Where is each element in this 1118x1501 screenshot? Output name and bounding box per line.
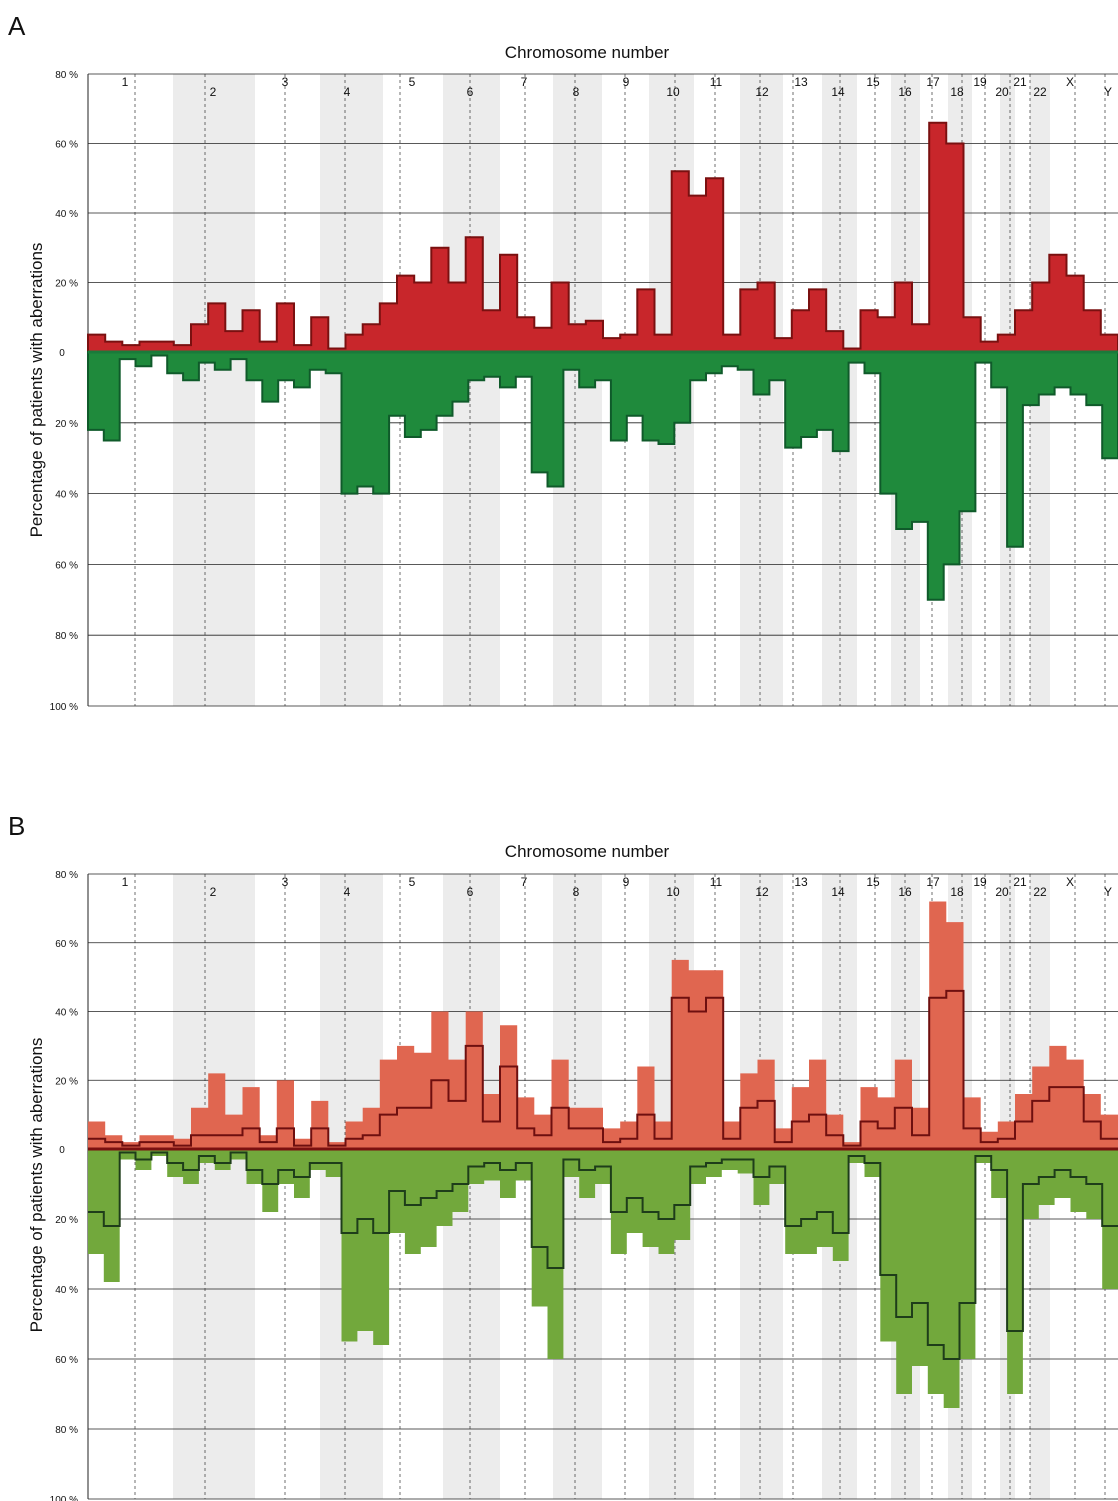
chromosome-label: 14 xyxy=(831,885,845,899)
chromosome-label: 6 xyxy=(467,85,474,99)
y-tick-label: 0 xyxy=(59,348,65,359)
chromosome-label: 8 xyxy=(573,85,580,99)
chromosome-label: 17 xyxy=(926,875,940,889)
chromosome-label: 15 xyxy=(866,875,880,889)
gain-area xyxy=(88,901,1118,1149)
chromosome-label: 16 xyxy=(898,885,912,899)
y-tick-label: 20 % xyxy=(55,419,78,430)
y-tick-label: 60 % xyxy=(55,939,78,950)
chromosome-label: 17 xyxy=(926,75,940,89)
chromosome-label: 21 xyxy=(1013,875,1027,889)
y-tick-label: 40 % xyxy=(55,209,78,220)
chromosome-label: 13 xyxy=(794,875,808,889)
chromosome-label: Y xyxy=(1104,85,1112,99)
chromosome-label: 9 xyxy=(623,875,630,889)
y-tick-label: 20 % xyxy=(55,1215,78,1226)
chromosome-label: 8 xyxy=(573,885,580,899)
chromosome-band xyxy=(173,874,255,1499)
chromosome-label: 15 xyxy=(866,75,880,89)
y-tick-label: 60 % xyxy=(55,1355,78,1366)
chromosome-label: X xyxy=(1066,875,1074,889)
y-tick-label: 80 % xyxy=(55,70,78,81)
chromosome-label: X xyxy=(1066,75,1074,89)
chromosome-label: 16 xyxy=(898,85,912,99)
loss-area xyxy=(88,1149,1118,1408)
chromosome-label: 3 xyxy=(282,75,289,89)
chromosome-label: 19 xyxy=(973,75,987,89)
y-tick-label: 60 % xyxy=(55,140,78,151)
chromosome-label: 20 xyxy=(995,85,1009,99)
y-tick-label: 100 % xyxy=(50,702,78,713)
chromosome-label: 18 xyxy=(950,885,964,899)
chromosome-label: Y xyxy=(1104,885,1112,899)
y-tick-label: 100 % xyxy=(50,1495,78,1501)
chart-title: Chromosome number xyxy=(505,43,670,62)
chromosome-label: 2 xyxy=(210,85,217,99)
panel-letter: A xyxy=(8,11,26,41)
chromosome-label: 7 xyxy=(521,75,528,89)
y-tick-label: 20 % xyxy=(55,1076,78,1087)
chromosome-label: 21 xyxy=(1013,75,1027,89)
y-tick-label: 80 % xyxy=(55,870,78,881)
chromosome-label: 12 xyxy=(755,885,769,899)
chromosome-label: 9 xyxy=(623,75,630,89)
chromosome-label: 5 xyxy=(409,875,416,889)
y-axis-label: Percentage of patients with aberrations xyxy=(27,1038,46,1333)
gain-line xyxy=(88,989,1118,1147)
y-tick-label: 60 % xyxy=(55,560,78,571)
chromosome-label: 10 xyxy=(666,85,680,99)
chromosome-label: 3 xyxy=(282,875,289,889)
y-tick-label: 0 xyxy=(59,1145,65,1156)
chromosome-label: 20 xyxy=(995,885,1009,899)
y-axis-label: Percentage of patients with aberrations xyxy=(27,243,46,538)
y-tick-label: 80 % xyxy=(55,631,78,642)
y-tick-label: 40 % xyxy=(55,1008,78,1019)
chromosome-label: 11 xyxy=(710,875,723,889)
chromosome-label: 4 xyxy=(344,885,351,899)
chromosome-label: 10 xyxy=(666,885,680,899)
chart-panel-a: A Chromosome number Percentage of patients… xyxy=(8,11,1118,713)
chart-panel-b: B Chromosome number Percentage of patients… xyxy=(8,811,1118,1501)
chromosome-label: 5 xyxy=(409,75,416,89)
gain-area xyxy=(87,121,1118,353)
chromosome-label: 2 xyxy=(210,885,217,899)
chromosome-label: 6 xyxy=(467,885,474,899)
chromosome-label: 22 xyxy=(1033,85,1047,99)
y-tick-label: 20 % xyxy=(55,279,78,290)
y-tick-label: 80 % xyxy=(55,1425,78,1436)
chromosome-label: 19 xyxy=(973,875,987,889)
chromosome-label: 12 xyxy=(755,85,769,99)
loss-line xyxy=(88,1151,1118,1360)
chart-title: Chromosome number xyxy=(505,842,670,861)
chromosome-label: 1 xyxy=(122,875,129,889)
chromosome-label: 13 xyxy=(794,75,808,89)
panel-letter: B xyxy=(8,811,25,841)
chromosome-label: 18 xyxy=(950,85,964,99)
chromosome-label: 11 xyxy=(710,75,723,89)
chromosome-label: 14 xyxy=(831,85,845,99)
chromosome-label: 7 xyxy=(521,875,528,889)
chromosome-label: 1 xyxy=(122,75,129,89)
chromosome-label: 22 xyxy=(1033,885,1047,899)
y-tick-label: 40 % xyxy=(55,1285,78,1296)
chromosome-label: 4 xyxy=(344,85,351,99)
chromosome-band xyxy=(173,74,255,706)
loss-area xyxy=(87,351,1118,601)
y-tick-label: 40 % xyxy=(55,490,78,501)
